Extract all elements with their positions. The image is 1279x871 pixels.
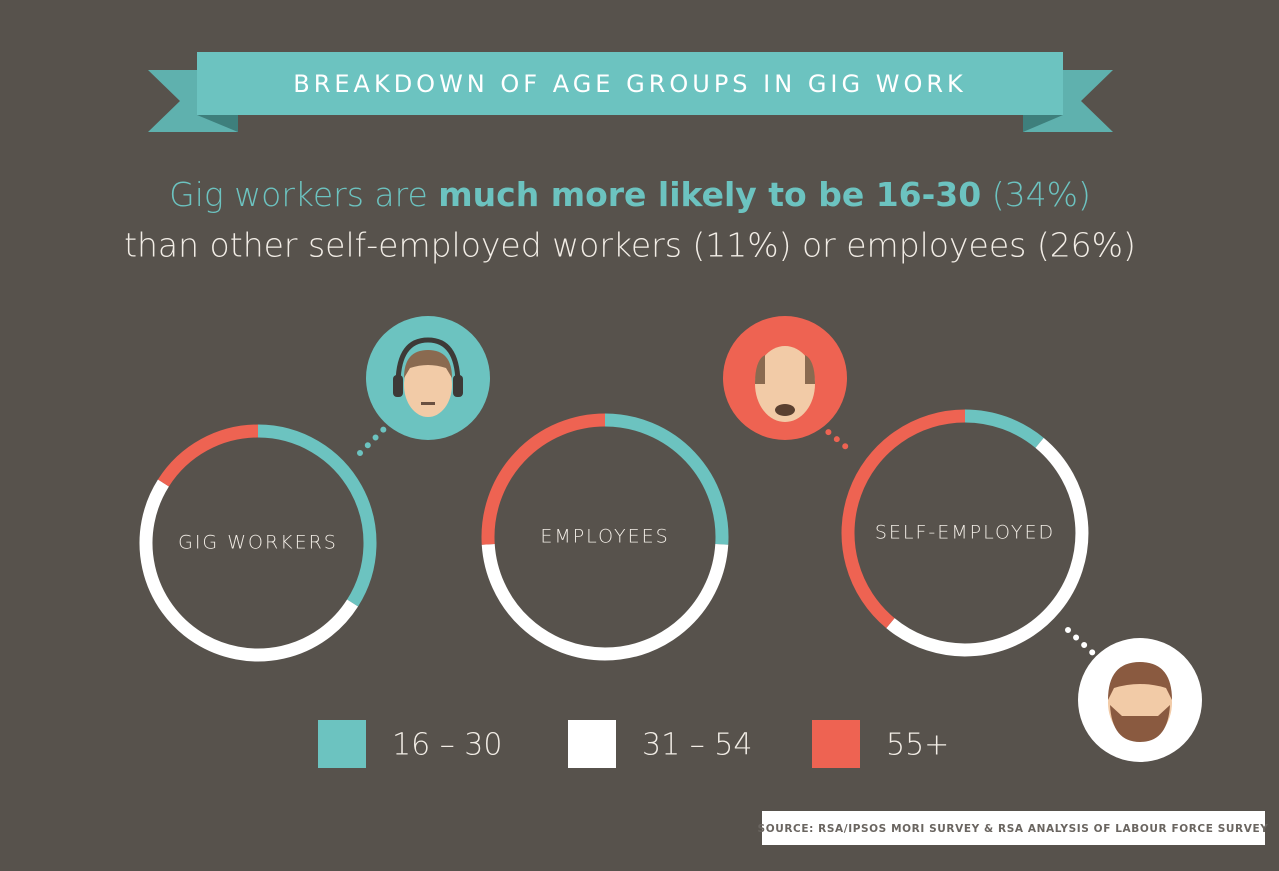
legend-label: 31 – 54 — [642, 728, 752, 763]
ribbon-fold — [197, 115, 238, 132]
connector — [1065, 627, 1098, 658]
legend-swatch — [318, 720, 366, 768]
subtitle: Gig workers are much more likely to be 1… — [169, 175, 1091, 214]
avatar — [723, 316, 847, 440]
donut-segment — [139, 479, 359, 662]
donut-segment — [257, 424, 377, 607]
legend-swatch — [568, 720, 616, 768]
connector — [817, 422, 855, 455]
legend-label: 16 – 30 — [392, 728, 502, 763]
ribbon-fold — [1023, 115, 1063, 132]
donut-segment — [157, 424, 259, 487]
legend-label: 55+ — [886, 728, 949, 763]
subtitle-part: (34%) — [981, 175, 1091, 214]
donut-label: EMPLOYEES — [540, 526, 669, 548]
donut-label: GIG WORKERS — [178, 532, 338, 554]
source-box — [762, 811, 1265, 845]
avatar — [1078, 638, 1202, 762]
donut-segment — [481, 413, 606, 545]
source: SOURCE: RSA/IPSOS MORI SURVEY & RSA ANAL… — [758, 823, 1269, 835]
subtitle: than other self-employed workers (11%) o… — [124, 226, 1136, 265]
ribbon — [197, 52, 1063, 115]
donut-segment — [886, 437, 1089, 657]
legend-swatch — [812, 720, 860, 768]
donut-segment — [604, 413, 729, 545]
donut-segment — [964, 409, 1044, 448]
donut-label: SELF-EMPLOYED — [875, 522, 1055, 544]
subtitle-part: Gig workers are — [169, 175, 438, 214]
donut-segment — [481, 543, 729, 661]
subtitle-part: much more likely to be 16-30 — [438, 175, 981, 214]
donut-segment — [841, 409, 966, 629]
avatar — [366, 316, 490, 440]
title: BREAKDOWN OF AGE GROUPS IN GIG WORK — [293, 70, 967, 98]
